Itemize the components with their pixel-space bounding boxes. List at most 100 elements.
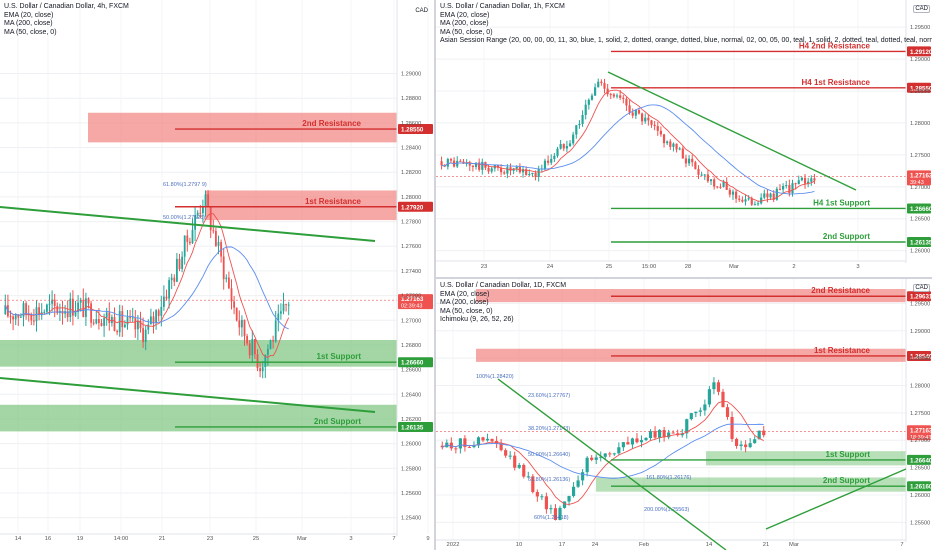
candle-body xyxy=(191,229,194,244)
ema-line xyxy=(441,89,815,202)
candle-body xyxy=(503,172,506,174)
candle-body xyxy=(650,120,653,125)
chart-1d-panel[interactable]: 2nd Resistance 1.29631 1st Resistance 1.285… xyxy=(436,279,932,550)
candle-body xyxy=(659,130,662,135)
candle-body xyxy=(706,174,709,182)
candle-body xyxy=(639,440,644,443)
candle-body xyxy=(689,413,693,420)
price-axis-tick: 1.27000 xyxy=(910,438,930,444)
time-axis-tick: 9 xyxy=(426,536,429,542)
candle-body xyxy=(509,167,512,171)
candle-body xyxy=(147,324,150,330)
candle-body xyxy=(17,315,20,318)
resistance-level-label: 1st Resistance xyxy=(305,197,362,206)
candle-body xyxy=(568,143,572,147)
time-axis[interactable]: 23 24 25 15:00 28 Mar 2 3 xyxy=(436,260,906,270)
price-axis[interactable]: 1.29500 1.29000 1.28500 1.28000 1.27500 1.270… xyxy=(905,279,930,542)
candle-body xyxy=(578,123,581,126)
fib-label: 38.20%(1.27143) xyxy=(528,426,570,432)
price-axis[interactable]: 1.29500 1.29000 1.28500 1.28000 1.27500 1.270… xyxy=(905,0,930,263)
candle-body xyxy=(735,191,738,199)
candle-body xyxy=(734,438,739,447)
candle-body xyxy=(672,143,675,147)
time-axis-tick: 2022 xyxy=(447,542,460,548)
panel-divider-horizontal[interactable] xyxy=(436,277,932,279)
candle-body xyxy=(753,439,757,444)
candle-body xyxy=(240,319,243,328)
chart-4h-svg[interactable]: 2nd Resistance 1.28550 1st Resistance 1.279… xyxy=(0,0,434,550)
candle-body xyxy=(97,319,100,324)
candle-body xyxy=(168,280,171,299)
candle-body xyxy=(499,443,503,451)
price-axis-tick: 1.28000 xyxy=(910,384,930,390)
candle-body xyxy=(641,113,644,122)
candle-body xyxy=(662,429,666,438)
chart-1h-svg[interactable]: H4 2nd Resistance 1.29120 H4 1st Resistanc… xyxy=(436,0,932,277)
candle-body xyxy=(744,444,748,448)
candle-body xyxy=(485,438,490,441)
chart-1h-currency-label[interactable]: CAD xyxy=(913,5,930,13)
chart-1d-svg[interactable]: 2nd Resistance 1.29631 1st Resistance 1.285… xyxy=(436,279,932,550)
candle-body xyxy=(626,442,630,445)
candle-body xyxy=(562,501,567,508)
chart-1d-indicator-ema: EMA (20, close) xyxy=(440,290,490,298)
candle-body xyxy=(53,299,56,306)
price-tag-value: 1.26135 xyxy=(910,239,932,246)
time-axis-tick: Mar xyxy=(729,264,739,270)
support-level-label: 2nd Support xyxy=(823,232,870,241)
price-axis-tick: 1.26500 xyxy=(910,466,930,472)
candle-body xyxy=(791,183,794,194)
candle-body xyxy=(615,95,619,97)
panel-divider-vertical[interactable] xyxy=(434,0,436,550)
candle-body xyxy=(454,448,458,450)
price-axis-tick: 1.26800 xyxy=(401,343,421,349)
current-price-value: 1.27163 xyxy=(910,427,932,434)
candle-body xyxy=(747,198,750,200)
price-tag-resistance xyxy=(907,291,931,302)
trendline xyxy=(497,378,727,550)
price-axis-tick: 1.28000 xyxy=(401,195,421,201)
candle-body xyxy=(556,148,559,156)
candle-body xyxy=(474,162,478,167)
price-tag-value: 1.29120 xyxy=(910,49,932,56)
zones xyxy=(476,289,906,492)
candle-body xyxy=(590,95,594,100)
time-axis[interactable]: 2022 10 17 24 Feb 14 21 Mar 7 xyxy=(436,539,906,548)
candle-body xyxy=(575,125,578,135)
candle-body xyxy=(810,178,813,182)
candle-body xyxy=(517,464,521,468)
candle-body xyxy=(490,438,494,441)
chart-1h-panel[interactable]: H4 2nd Resistance 1.29120 H4 1st Resistanc… xyxy=(436,0,932,277)
candle-body xyxy=(562,144,565,149)
price-axis-tick: 1.27800 xyxy=(401,220,421,226)
price-axis[interactable]: 1.29000 1.28800 1.28600 1.28400 1.28200 1.280… xyxy=(396,0,421,536)
channel-lower-line xyxy=(0,377,376,413)
candle-body xyxy=(105,312,108,318)
candle-body xyxy=(449,442,453,449)
candle-body xyxy=(238,320,241,328)
candle-body xyxy=(725,181,728,190)
time-axis[interactable]: 14 16 19 14:00 21 23 25 Mar 3 7 9 xyxy=(0,533,430,542)
resistance-zone xyxy=(205,190,397,221)
chart-1d-currency-label[interactable]: CAD xyxy=(913,284,930,292)
candle-body xyxy=(635,438,639,443)
time-axis-tick: 25 xyxy=(606,264,612,270)
price-tag-value: 1.28550 xyxy=(910,85,932,92)
candle-body xyxy=(100,323,103,326)
candle-body xyxy=(681,148,684,159)
time-axis-tick: 23 xyxy=(481,264,487,270)
chart-4h-currency-label[interactable]: CAD xyxy=(415,8,428,14)
price-axis-tick: 1.29500 xyxy=(910,25,930,31)
candle-body xyxy=(446,159,449,167)
candle-body xyxy=(459,160,462,162)
candle-body xyxy=(797,180,800,185)
candle-body xyxy=(144,329,147,343)
candle-body xyxy=(458,438,462,449)
candle-body xyxy=(468,162,471,166)
chart-4h-panel[interactable]: 2nd Resistance 1.28550 1st Resistance 1.279… xyxy=(0,0,434,550)
candle-body xyxy=(581,114,584,124)
candle-body xyxy=(766,193,769,198)
candle-body xyxy=(196,212,199,216)
candle-body xyxy=(658,429,662,438)
candle-body xyxy=(490,168,493,172)
